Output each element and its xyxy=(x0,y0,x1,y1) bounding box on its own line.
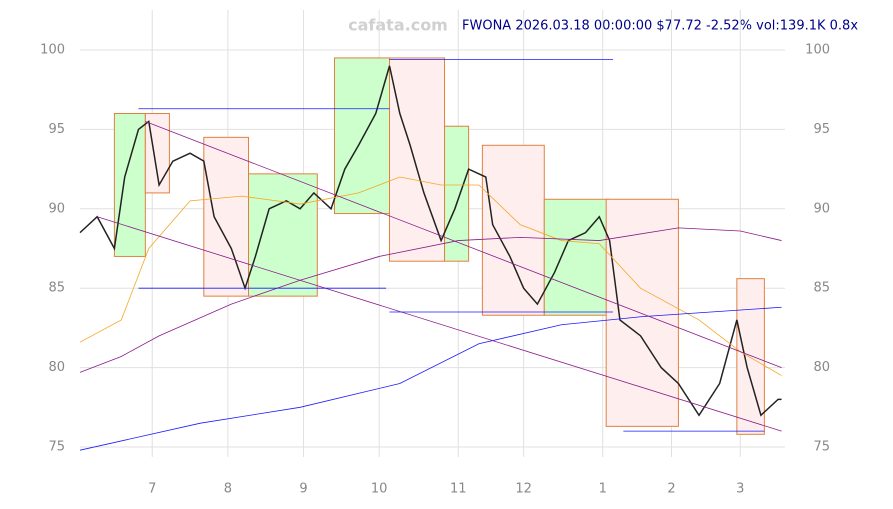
x-tick-label: 7 xyxy=(148,482,156,497)
y-tick-label-right: 100 xyxy=(805,43,830,58)
y-tick-label-right: 90 xyxy=(813,201,830,216)
x-tick-label: 11 xyxy=(450,482,467,497)
y-tick-label-right: 95 xyxy=(813,122,830,137)
series-line xyxy=(145,121,782,368)
y-tick-label-right: 75 xyxy=(813,440,830,455)
x-tick-label: 12 xyxy=(515,482,532,497)
zone xyxy=(113,113,146,257)
x-tick-label: 10 xyxy=(371,482,388,497)
y-tick-label: 80 xyxy=(48,360,65,375)
zone xyxy=(543,198,611,316)
x-tick-label: 3 xyxy=(736,482,744,497)
series-line xyxy=(79,306,782,451)
y-tick-label: 95 xyxy=(48,122,65,137)
watermark: cafata.com xyxy=(348,16,448,35)
chart-title: FWONA 2026.03.18 00:00:00 $77.72 -2.52% … xyxy=(462,19,858,34)
zone xyxy=(248,173,318,297)
x-tick-label: 2 xyxy=(667,482,675,497)
zone xyxy=(736,278,765,435)
series-line xyxy=(79,176,782,376)
y-tick-label: 100 xyxy=(40,43,65,58)
series-line xyxy=(97,216,782,432)
x-tick-label: 9 xyxy=(299,482,307,497)
x-tick-label: 8 xyxy=(224,482,232,497)
y-tick-label: 85 xyxy=(48,281,65,296)
y-tick-label-right: 85 xyxy=(813,281,830,296)
zone xyxy=(203,136,250,297)
y-tick-label: 75 xyxy=(48,440,65,455)
y-tick-label-right: 80 xyxy=(813,360,830,375)
zone xyxy=(389,57,446,262)
zone xyxy=(333,57,391,215)
x-tick-label: 1 xyxy=(599,482,607,497)
y-tick-label: 90 xyxy=(48,201,65,216)
series-line xyxy=(79,227,782,373)
series-line xyxy=(79,65,782,417)
